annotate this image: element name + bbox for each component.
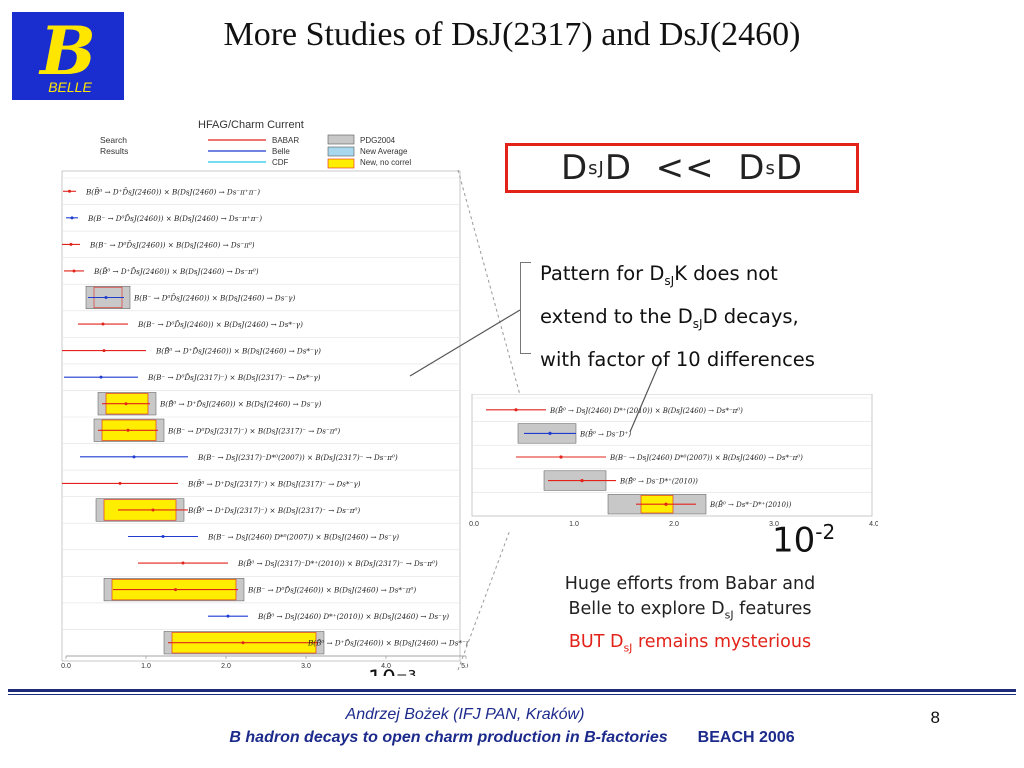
- zoom-connector: [457, 169, 521, 671]
- measurement-point: [151, 508, 155, 512]
- page-title: More Studies of DsJ(2317) and DsJ(2460): [223, 16, 801, 53]
- measurement-point: [548, 431, 552, 435]
- x-tick-label: 4.0: [869, 521, 878, 528]
- footer-talk: B hadron decays to open charm production…: [229, 729, 668, 746]
- note-bracket: [520, 262, 531, 354]
- hfag-row-label: B(B⁻ → D⁰D̄sJ(2460)) × B(DsJ(2460) → Ds*…: [137, 320, 303, 329]
- legend-box-nocorrel: [327, 158, 355, 169]
- measurement-point: [68, 189, 71, 193]
- hfag-row-label: B(B̄⁰ → D⁺D̄sJ(2460)) × B(DsJ(2460) → Ds…: [159, 399, 321, 408]
- pattern-note: Pattern for DsJK does not extend to the …: [540, 262, 815, 371]
- axis-unit-left: 10⁻³: [368, 667, 416, 676]
- hfag-row-label: B(B̄⁰ → D⁺D̄sJ(2460)) × B(DsJ(2460) → Ds…: [85, 187, 260, 196]
- x-tick-label: 0.0: [469, 521, 479, 528]
- hfag-row-label: B(B̄⁰ → D⁺DsJ(2317)⁻) × B(DsJ(2317)⁻ → D…: [187, 479, 361, 488]
- footer-author: Andrzej Bożek (IFJ PAN, Kraków): [345, 706, 585, 723]
- hfag-rows: B(B̄⁰ → D⁺D̄sJ(2460)) × B(DsJ(2460) → Ds…: [62, 177, 468, 655]
- results-label: Results: [100, 146, 128, 156]
- right-rows: B(B̄⁰ → DsJ(2460) D*⁺(2010)) × B(DsJ(246…: [472, 397, 872, 515]
- hfag-row-label: B(B⁻ → D⁰DsJ(2317)⁻) × B(DsJ(2317)⁻ → Ds…: [167, 426, 340, 435]
- hfag-row-label: B(B⁻ → DsJ(2317)⁻D*⁰(2007)) × B(DsJ(2317…: [197, 453, 398, 462]
- measurement-point: [126, 428, 130, 432]
- x-tick-label: 1.0: [569, 521, 579, 528]
- measurement-point: [70, 216, 74, 220]
- footer-conference: BEACH 2006: [697, 729, 795, 746]
- hfag-row-label: B(B⁻ → D⁰D̄sJ(2460)) × B(DsJ(2460) → Ds⁻…: [87, 214, 262, 223]
- right-axis: 0.0 1.0 2.0 3.0 4.0: [469, 521, 878, 528]
- hfag-row-label: B(B⁻ → D⁰D̄sJ(2460)) × B(DsJ(2460) → Ds⁻…: [133, 293, 295, 302]
- footer-talk-line: B hadron decays to open charm production…: [0, 729, 1024, 747]
- x-tick-label: 3.0: [769, 521, 779, 528]
- footer-rule: [8, 689, 1016, 692]
- hfag-header: HFAG/Charm Current: [198, 119, 304, 131]
- right-row-label: B(B̄⁰ → Ds⁻D⁺): [579, 429, 631, 438]
- measurement-point: [101, 322, 105, 326]
- measurement-point: [102, 349, 106, 353]
- legend-pdg: PDG2004: [360, 136, 396, 145]
- measurement-point: [514, 408, 518, 412]
- measurement-point: [161, 535, 165, 538]
- measurement-point: [664, 502, 668, 506]
- measurement-point: [559, 455, 563, 459]
- right-row-label: B(B⁻ → DsJ(2460) D*⁰(2007)) × B(DsJ(2460…: [609, 454, 803, 462]
- logo-letter: B: [38, 12, 96, 90]
- axis-unit-right: 10-2: [772, 520, 836, 561]
- legend-babar: BABAR: [272, 136, 299, 145]
- hfag-row-label: B(B̄⁰ → DsJ(2317)⁻D*⁺(2010)) × B(DsJ(231…: [237, 559, 438, 568]
- x-tick-label: 5.0: [461, 663, 468, 670]
- right-row-label: B(B̄⁰ → Ds⁻D*⁺(2010)): [619, 476, 698, 485]
- hfag-row-label: B(B̄⁰ → DsJ(2460) D*⁺(2010)) × B(DsJ(246…: [257, 612, 449, 621]
- measurement-point: [174, 588, 177, 592]
- belle-logo: B BELLE: [12, 12, 124, 100]
- measurement-point: [226, 614, 230, 618]
- measurement-point: [99, 375, 103, 379]
- x-tick-label: 1.0: [141, 663, 151, 670]
- measurement-point: [124, 402, 128, 406]
- measurement-point: [104, 296, 108, 299]
- x-tick-label: 3.0: [301, 663, 311, 670]
- measurement-point: [241, 641, 245, 645]
- x-tick-label: 0.0: [61, 663, 71, 670]
- hfag-row-label: B(B̄⁰ → D⁺D̄sJ(2460)) × B(DsJ(2460) → Ds…: [307, 638, 468, 647]
- page-number: 8: [930, 708, 940, 727]
- measurement-point: [72, 269, 76, 273]
- hfag-left-plot: HFAG/Charm Current Search Results BABAR …: [61, 119, 468, 676]
- measurement-point: [69, 242, 73, 246]
- legend-average: New Average: [360, 147, 408, 156]
- legend-cdf: CDF: [272, 158, 289, 167]
- measurement-point: [132, 455, 136, 459]
- x-tick-label: 4.0: [381, 663, 391, 670]
- mysterious-note: BUT DsJ remains mysterious: [568, 632, 812, 655]
- measurement-point: [181, 561, 185, 565]
- hfag-row-label: B(B⁻ → D⁰D̄sJ(2460)) × B(DsJ(2460) → Ds*…: [247, 585, 416, 594]
- hfag-row-label: B(B̄⁰ → D⁺D̄sJ(2460)) × B(DsJ(2460) → Ds…: [155, 346, 321, 355]
- huge-efforts-note: Huge efforts from Babar and Belle to exp…: [564, 574, 816, 622]
- measurement-point: [580, 479, 584, 483]
- footer-rule-thin: [8, 694, 1016, 695]
- hfag-row-label: B(B⁻ → D⁰D̄sJ(2317)⁻) × B(DsJ(2317)⁻ → D…: [147, 373, 321, 382]
- legend-box-average: [327, 146, 355, 157]
- hfag-row-label: B(B⁻ → DsJ(2460) D*⁰(2007)) × B(DsJ(2460…: [207, 533, 399, 542]
- hfag-row-label: B(B̄⁰ → D⁺D̄sJ(2460)) × B(DsJ(2460) → Ds…: [93, 267, 259, 276]
- hfag-row-label: B(B̄⁰ → D⁺DsJ(2317)⁻) × B(DsJ(2317)⁻ → D…: [187, 506, 360, 515]
- hfag-legend: BABAR Belle CDF PDG2004 New Average New,…: [208, 134, 411, 169]
- right-row-label: B(B̄⁰ → DsJ(2460) D*⁺(2010)) × B(DsJ(246…: [549, 406, 743, 415]
- pointer-lines: [409, 309, 661, 433]
- search-label: Search: [100, 135, 127, 145]
- measurement-point: [118, 481, 122, 485]
- right-zoom-plot: B(B̄⁰ → DsJ(2460) D*⁺(2010)) × B(DsJ(246…: [469, 394, 878, 528]
- hfag-axis: 0.0 1.0 2.0 3.0 4.0 5.0: [61, 655, 468, 670]
- legend-box-pdg: [327, 134, 355, 145]
- right-row-label: B(B̄⁰ → Ds*⁻D*⁺(2010)): [709, 500, 792, 509]
- legend-nocorrel: New, no correl: [360, 158, 411, 167]
- legend-belle: Belle: [272, 147, 290, 156]
- plot-frame: [61, 170, 461, 662]
- logo-text: BELLE: [48, 79, 92, 95]
- x-tick-label: 2.0: [669, 521, 679, 528]
- hfag-row-label: B(B⁻ → D⁰D̄sJ(2460)) × B(DsJ(2460) → Ds⁻…: [89, 240, 255, 249]
- x-tick-label: 2.0: [221, 663, 231, 670]
